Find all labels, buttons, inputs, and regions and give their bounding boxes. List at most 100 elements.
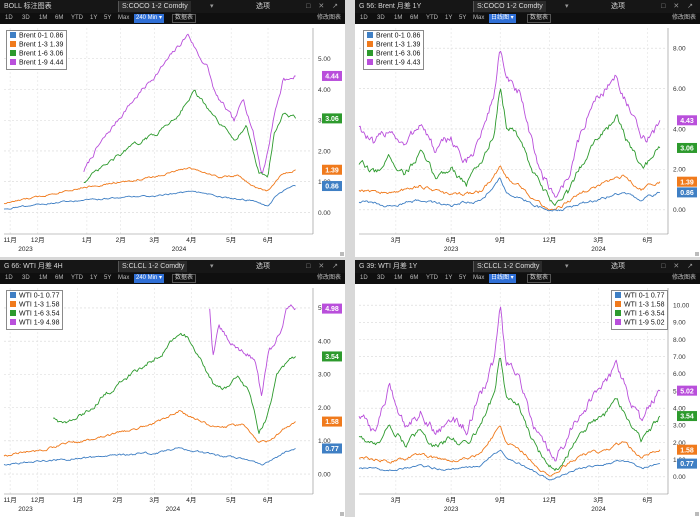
x-tick-label: 3月 xyxy=(391,496,401,504)
security-field[interactable]: S:COCO 1-2 Comdty xyxy=(473,1,546,12)
range-button-1y[interactable]: 1Y xyxy=(445,15,453,21)
range-button-1d[interactable]: 1D xyxy=(360,275,368,281)
interval-dropdown[interactable]: 日线图 ▾ xyxy=(489,14,516,23)
security-field[interactable]: S:COCO 1-2 Comdty xyxy=(118,1,191,12)
range-button-5y[interactable]: 5Y xyxy=(104,15,112,21)
range-button-max[interactable]: Max xyxy=(118,275,130,281)
data-table-button[interactable]: 数据表 xyxy=(527,274,552,283)
resize-handle[interactable] xyxy=(695,252,699,256)
options-button[interactable]: 选项 xyxy=(611,3,625,10)
data-table-button[interactable]: 数据表 xyxy=(172,274,197,283)
legend-entry[interactable]: Brent 1-6 3.06 xyxy=(367,49,420,59)
range-button-1y[interactable]: 1Y xyxy=(445,275,453,281)
range-button-6m[interactable]: 6M xyxy=(55,15,64,21)
range-button-ytd[interactable]: YTD xyxy=(426,15,438,21)
range-button-1m[interactable]: 1M xyxy=(39,275,48,281)
legend-entry[interactable]: WTI 1-6 3.54 xyxy=(615,309,664,319)
range-button-5y[interactable]: 5Y xyxy=(104,275,112,281)
dropdown-icon[interactable]: ▾ xyxy=(565,3,569,10)
edit-chart-button[interactable]: 修改图表 xyxy=(671,275,696,281)
range-button-max[interactable]: Max xyxy=(473,275,485,281)
x-tick-label: 3月 xyxy=(593,496,603,504)
legend-entry[interactable]: Brent 1-9 4.43 xyxy=(367,58,420,68)
options-button[interactable]: 选项 xyxy=(611,263,625,270)
edit-chart-button[interactable]: 修改图表 xyxy=(316,15,341,21)
legend-entry[interactable]: Brent 1-6 3.06 xyxy=(10,49,63,59)
x-tick-label: 2月 xyxy=(116,236,126,244)
last-value-label: 3.54 xyxy=(680,414,694,421)
dropdown-icon[interactable]: ▾ xyxy=(210,3,214,10)
resize-handle[interactable] xyxy=(695,512,699,516)
options-button[interactable]: 选项 xyxy=(256,263,270,270)
range-toolbar: 1D 3D 1M 6M YTD 1Y 5Y Max 240 Min ▾ 数据表 修改图表 xyxy=(0,13,345,24)
range-button-3d[interactable]: 3D xyxy=(377,275,385,281)
x-tick-label: 3月 xyxy=(149,236,159,244)
dropdown-icon[interactable]: ▾ xyxy=(210,263,214,270)
legend-entry[interactable]: WTI 1-9 5.02 xyxy=(615,318,664,328)
chart-legend[interactable]: Brent 0-1 0.86 Brent 1-3 1.39 Brent 1-6 3.… xyxy=(363,30,425,70)
legend-entry[interactable]: WTI 1-3 1.58 xyxy=(615,300,664,310)
interval-dropdown[interactable]: 日线图 ▾ xyxy=(489,274,516,283)
range-button-max[interactable]: Max xyxy=(118,15,130,21)
range-button-6m[interactable]: 6M xyxy=(410,15,419,21)
window-controls[interactable]: □ ✕ ↗ xyxy=(661,263,696,270)
dropdown-icon[interactable]: ▾ xyxy=(565,263,569,270)
edit-chart-button[interactable]: 修改图表 xyxy=(316,275,341,281)
edit-chart-button[interactable]: 修改图表 xyxy=(671,15,696,21)
range-button-ytd[interactable]: YTD xyxy=(426,275,438,281)
chart-legend[interactable]: WTI 0-1 0.77 WTI 1-3 1.58 WTI 1-6 3.54 WTI … xyxy=(611,290,669,330)
interval-dropdown[interactable]: 240 Min ▾ xyxy=(134,274,165,283)
legend-entry[interactable]: Brent 1-3 1.39 xyxy=(367,40,420,50)
x-tick-label: 6月 xyxy=(446,236,456,244)
range-button-3d[interactable]: 3D xyxy=(22,275,30,281)
range-button-ytd[interactable]: YTD xyxy=(71,275,83,281)
last-value-label: 0.86 xyxy=(325,184,339,191)
range-button-1y[interactable]: 1Y xyxy=(90,275,98,281)
window-controls[interactable]: □ ✕ ↗ xyxy=(661,3,696,10)
range-button-3d[interactable]: 3D xyxy=(377,15,385,21)
legend-entry[interactable]: Brent 1-3 1.39 xyxy=(10,40,63,50)
range-button-max[interactable]: Max xyxy=(473,15,485,21)
range-button-1m[interactable]: 1M xyxy=(394,275,403,281)
range-button-5y[interactable]: 5Y xyxy=(459,275,467,281)
x-tick-label: 4月 xyxy=(186,496,196,504)
legend-label: WTI 1-3 1.58 xyxy=(19,301,60,309)
legend-entry[interactable]: Brent 0-1 0.86 xyxy=(10,32,63,41)
legend-entry[interactable]: WTI 1-3 1.58 xyxy=(10,300,60,310)
range-button-6m[interactable]: 6M xyxy=(55,275,64,281)
range-button-3d[interactable]: 3D xyxy=(22,15,30,21)
data-table-button[interactable]: 数据表 xyxy=(527,14,552,23)
data-table-button[interactable]: 数据表 xyxy=(172,14,197,23)
window-controls[interactable]: □ ✕ ↗ xyxy=(306,3,341,10)
x-year-label: 2024 xyxy=(591,246,606,253)
range-button-5y[interactable]: 5Y xyxy=(459,15,467,21)
legend-entry[interactable]: WTI 0-1 0.77 xyxy=(10,292,59,301)
legend-entry[interactable]: Brent 0-1 0.86 xyxy=(367,32,420,41)
series-line xyxy=(358,177,660,212)
last-value-tag xyxy=(322,164,342,175)
range-button-1d[interactable]: 1D xyxy=(360,15,368,21)
chart-legend[interactable]: Brent 0-1 0.86 Brent 1-3 1.39 Brent 1-6 3.… xyxy=(6,30,68,70)
range-button-1m[interactable]: 1M xyxy=(394,15,403,21)
x-tick-label: 12月 xyxy=(31,496,45,504)
resize-handle[interactable] xyxy=(340,252,344,256)
range-button-1m[interactable]: 1M xyxy=(39,15,48,21)
range-button-1y[interactable]: 1Y xyxy=(90,15,98,21)
legend-entry[interactable]: WTI 1-9 4.98 xyxy=(10,318,59,328)
resize-handle[interactable] xyxy=(340,512,344,516)
last-value-tag xyxy=(322,181,342,192)
legend-entry[interactable]: Brent 1-9 4.44 xyxy=(10,58,63,68)
range-button-1d[interactable]: 1D xyxy=(5,15,13,21)
legend-entry[interactable]: WTI 0-1 0.77 xyxy=(615,292,664,301)
range-button-1d[interactable]: 1D xyxy=(5,275,13,281)
chart-legend[interactable]: WTI 0-1 0.77 WTI 1-3 1.58 WTI 1-6 3.54 WTI … xyxy=(6,290,64,330)
range-button-ytd[interactable]: YTD xyxy=(71,15,83,21)
security-field[interactable]: S:CLCL 1-2 Comdty xyxy=(118,261,188,272)
range-button-6m[interactable]: 6M xyxy=(410,275,419,281)
security-field[interactable]: S:CLCL 1-2 Comdty xyxy=(473,261,543,272)
legend-swatch xyxy=(367,58,373,65)
interval-dropdown[interactable]: 240 Min ▾ xyxy=(134,14,165,23)
options-button[interactable]: 选项 xyxy=(256,3,270,10)
legend-entry[interactable]: WTI 1-6 3.54 xyxy=(10,309,59,319)
window-controls[interactable]: □ ✕ ↗ xyxy=(306,263,341,270)
